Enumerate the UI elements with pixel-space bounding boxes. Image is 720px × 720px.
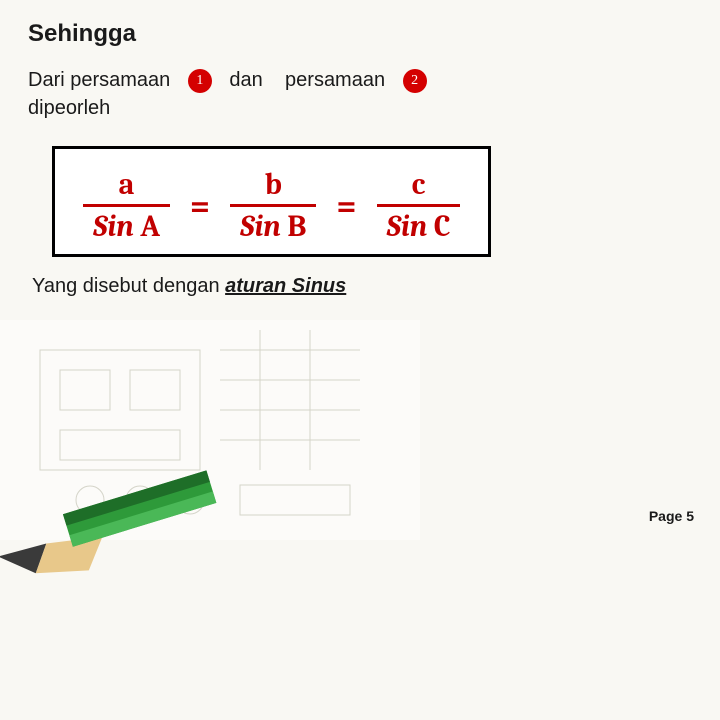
page-number: Page 5 — [649, 508, 694, 524]
denominator-c: Sin C — [377, 207, 461, 244]
conclusion-term: aturan Sinus — [225, 275, 346, 297]
intro-seg-1: Dari persamaan — [28, 69, 170, 91]
fraction-a: a Sin A — [83, 167, 170, 244]
equals-sign: = — [336, 186, 356, 226]
denominator-b: Sin B — [230, 207, 316, 244]
intro-seg-3: persamaan — [285, 69, 385, 91]
numerator-b: b — [249, 167, 298, 204]
intro-seg-2: dan — [229, 69, 262, 91]
fraction-c: c Sin C — [377, 167, 461, 244]
denominator-a: Sin A — [83, 207, 170, 244]
conclusion-prefix: Yang disebut dengan — [32, 275, 225, 297]
equals-sign: = — [190, 186, 210, 226]
formula-box: a Sin A = b Sin B = c Sin C — [52, 146, 491, 257]
fraction-b: b Sin B — [230, 167, 316, 244]
intro-seg-4: dipeorleh — [28, 97, 110, 119]
blueprint-decoration — [0, 320, 420, 540]
pencil-decoration — [0, 355, 335, 720]
law-of-sines-formula: a Sin A = b Sin B = c Sin C — [83, 167, 460, 244]
equation-badge-1: 1 — [188, 69, 212, 93]
intro-line: Dari persamaan 1 dan persamaan 2 dipeorl… — [28, 66, 688, 122]
slide-heading: Sehingga — [28, 20, 692, 48]
conclusion-text: Yang disebut dengan aturan Sinus — [32, 275, 692, 298]
numerator-c: c — [396, 167, 442, 204]
numerator-a: a — [103, 167, 151, 204]
equation-badge-2: 2 — [403, 69, 427, 93]
